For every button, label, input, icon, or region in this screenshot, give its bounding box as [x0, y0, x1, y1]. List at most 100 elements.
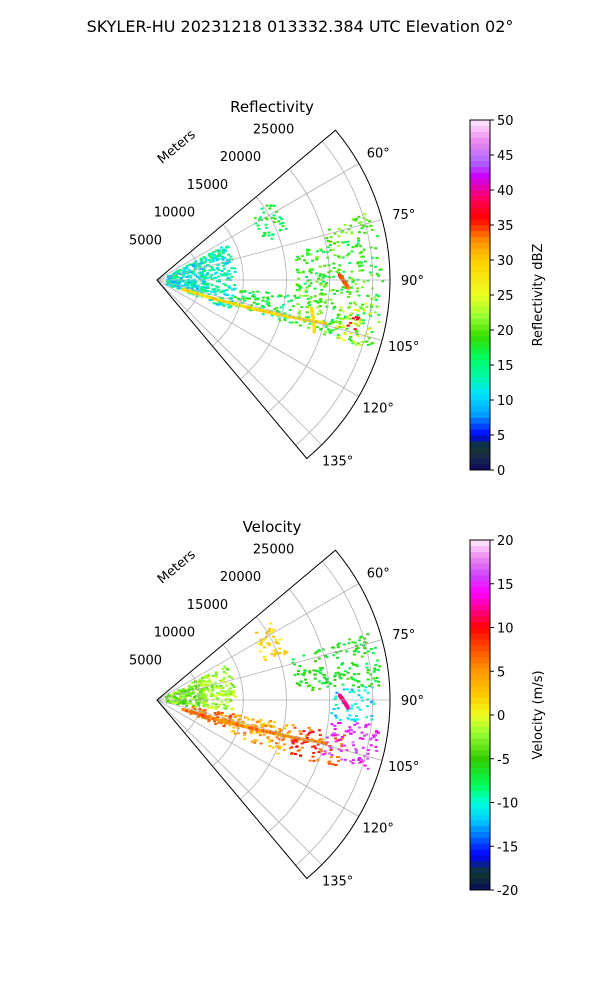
echo-cell [268, 207, 272, 210]
echo-cell [308, 270, 312, 272]
echo-line-cell [295, 736, 299, 740]
colorbar-tick-label: 10 [497, 622, 514, 637]
colorbar-segment [470, 825, 490, 833]
echo-line-cell [285, 734, 289, 738]
echo-cell [349, 339, 353, 342]
colorbar-tick-label: 25 [497, 289, 514, 304]
echo-cell [194, 265, 198, 268]
echo-cell [369, 224, 373, 227]
echo-line-cell [269, 731, 273, 735]
echo-cell [321, 293, 325, 296]
echo-cell [372, 670, 376, 673]
echo-cell [193, 281, 197, 284]
echo-cell [223, 272, 227, 275]
echo-cell [331, 732, 335, 735]
echo-cell [326, 246, 330, 249]
echo-cell [346, 709, 350, 712]
echo-cell [232, 726, 236, 729]
echo-cell [308, 284, 312, 287]
echo-cell [303, 282, 307, 285]
echo-cell [229, 714, 233, 717]
echo-cell [341, 256, 345, 259]
echo-cell [201, 709, 205, 712]
echo-cell [228, 258, 232, 261]
echo-cell [309, 271, 313, 274]
colorbar-segment [470, 808, 490, 815]
echo-cell [173, 273, 177, 276]
echo-cell [333, 242, 336, 245]
echo-cell [228, 724, 232, 727]
echo-cell [369, 744, 373, 747]
echo-cell [319, 300, 323, 303]
echo-line-cell [316, 740, 320, 744]
echo-cell [216, 289, 220, 291]
echo-cell [305, 737, 309, 739]
echo-cell [174, 275, 178, 278]
colorbar-tick-label: 15 [497, 578, 514, 593]
echo-line-cell [211, 296, 215, 300]
echo-cell [377, 313, 381, 316]
echo-cell [343, 333, 347, 336]
echo-line-cell [254, 307, 258, 311]
range-ring [212, 224, 244, 347]
echo-cell [226, 689, 230, 692]
echo-cell [281, 221, 285, 224]
range-tick-label: 5000 [129, 653, 162, 668]
echo-line-cell [346, 706, 350, 710]
colorbar-segment [470, 347, 490, 354]
echo-cell [247, 718, 251, 721]
echo-cell [197, 715, 201, 718]
echo-cell [229, 693, 232, 696]
echo-cell [336, 739, 340, 742]
echo-cell [206, 688, 210, 691]
echo-cell [328, 323, 332, 325]
echo-cell [207, 675, 211, 678]
echo-cell [319, 283, 323, 286]
echo-cell [286, 733, 290, 736]
echo-line-cell [227, 721, 231, 725]
colorbar-segment [470, 370, 490, 378]
echo-cell [297, 257, 301, 260]
echo-cell [359, 322, 363, 325]
echo-cell [196, 700, 200, 703]
echo-cell [372, 734, 376, 737]
echo-cell [166, 700, 170, 703]
echo-cell [222, 718, 226, 721]
echo-cell [349, 302, 352, 305]
echo-cell [206, 263, 210, 266]
echo-cell [341, 310, 345, 313]
echo-cell [228, 717, 232, 720]
echo-cell [270, 216, 274, 219]
echo-cell [236, 732, 240, 735]
echo-cell [291, 742, 295, 745]
echo-cell [305, 741, 309, 744]
echo-cell [297, 749, 301, 752]
echo-cell [315, 258, 319, 261]
echo-cell [278, 294, 282, 297]
echo-cell [259, 643, 263, 646]
range-tick-label: 10000 [154, 206, 195, 221]
echo-line-cell [258, 308, 261, 312]
echo-cell [361, 746, 365, 749]
echo-cell [201, 696, 205, 699]
echo-cell [291, 724, 295, 727]
echo-cell [338, 309, 342, 312]
echo-cell [305, 262, 309, 265]
echo-cell [324, 325, 328, 328]
echo-cell [331, 319, 334, 321]
echo-cell [271, 630, 275, 633]
echo-cell [333, 254, 337, 257]
echo-cell [211, 256, 215, 259]
echo-cell [351, 246, 355, 248]
echo-cell [349, 332, 353, 335]
echo-cell [366, 279, 370, 282]
echo-cell [185, 704, 189, 707]
echo-cell [377, 321, 381, 324]
echo-cell [366, 749, 370, 752]
echo-cell [345, 749, 349, 752]
colorbar-segment [470, 125, 490, 133]
echo-cell [352, 341, 356, 344]
echo-cell [193, 268, 197, 271]
echo-line-cell [234, 302, 237, 306]
